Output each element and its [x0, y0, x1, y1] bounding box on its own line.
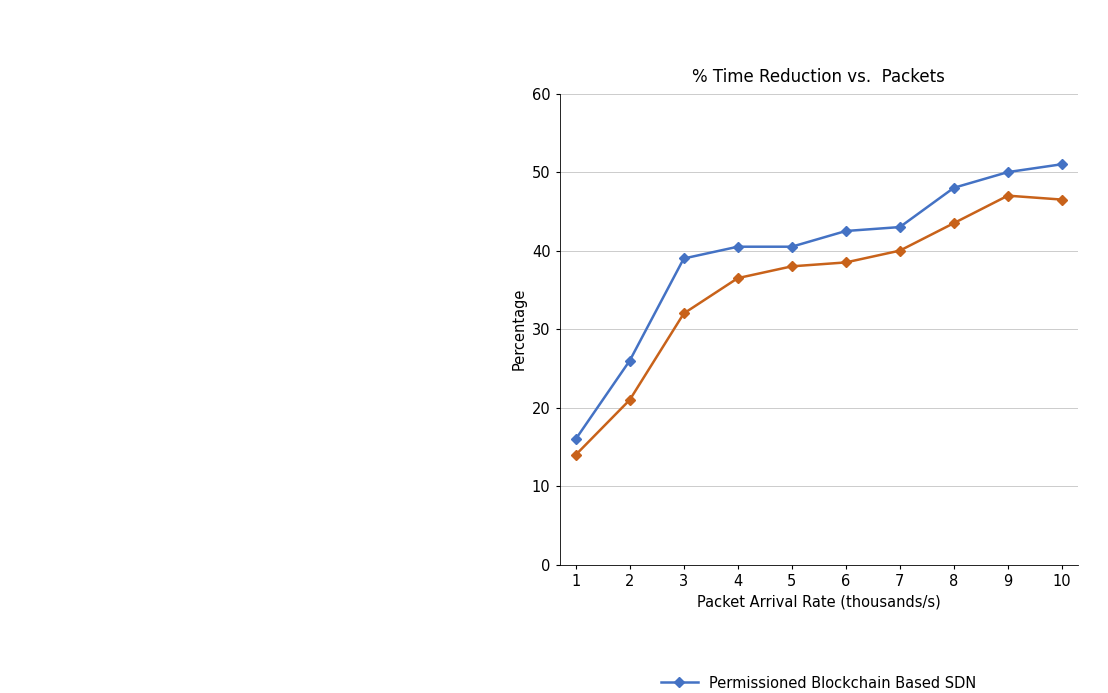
Permissioned Blockchain Based SDN	[570, 435, 583, 444]
Public Blockchain Based SDN	[786, 262, 799, 270]
Public Blockchain Based SDN	[570, 450, 583, 459]
Permissioned Blockchain Based SDN	[623, 356, 636, 365]
Public Blockchain Based SDN	[731, 274, 745, 282]
Title: % Time Reduction vs.  Packets: % Time Reduction vs. Packets	[692, 69, 945, 87]
Permissioned Blockchain Based SDN	[786, 243, 799, 251]
Public Blockchain Based SDN	[947, 219, 961, 227]
Legend: Permissioned Blockchain Based SDN, Public Blockchain Based SDN: Permissioned Blockchain Based SDN, Publi…	[661, 676, 976, 693]
Permissioned Blockchain Based SDN	[947, 184, 961, 192]
Public Blockchain Based SDN	[1055, 195, 1068, 204]
Permissioned Blockchain Based SDN	[839, 227, 852, 235]
Public Blockchain Based SDN	[623, 396, 636, 404]
Public Blockchain Based SDN	[893, 247, 906, 255]
Line: Permissioned Blockchain Based SDN: Permissioned Blockchain Based SDN	[572, 161, 1066, 443]
X-axis label: Packet Arrival Rate (thousands/s): Packet Arrival Rate (thousands/s)	[697, 595, 941, 609]
Permissioned Blockchain Based SDN	[1002, 168, 1015, 176]
Public Blockchain Based SDN	[839, 258, 852, 267]
Permissioned Blockchain Based SDN	[893, 223, 906, 231]
Public Blockchain Based SDN	[677, 309, 690, 317]
Line: Public Blockchain Based SDN: Public Blockchain Based SDN	[572, 192, 1066, 458]
Permissioned Blockchain Based SDN	[677, 254, 690, 263]
Permissioned Blockchain Based SDN	[731, 243, 745, 251]
Y-axis label: Percentage: Percentage	[511, 288, 526, 370]
Permissioned Blockchain Based SDN	[1055, 160, 1068, 168]
Public Blockchain Based SDN	[1002, 191, 1015, 200]
